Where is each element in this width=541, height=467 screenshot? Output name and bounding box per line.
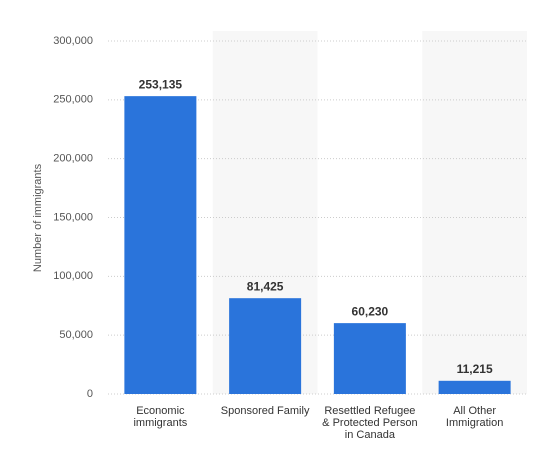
- y-tick-label: 250,000: [53, 94, 93, 106]
- bar: [229, 298, 302, 394]
- x-tick-label: All Other Immigration: [445, 405, 504, 429]
- y-tick-label: 100,000: [53, 270, 93, 282]
- x-tick-label: Economic immigrants: [133, 405, 188, 429]
- value-label: 253,135: [139, 77, 183, 91]
- value-label: 11,215: [457, 362, 493, 376]
- x-tick-label: Resettled Refugee & Protected Person in …: [322, 405, 418, 441]
- y-tick-label: 50,000: [59, 329, 93, 341]
- bar: [438, 380, 511, 394]
- bar: [333, 323, 406, 394]
- y-tick-label: 200,000: [53, 153, 93, 165]
- y-tick-label: 150,000: [53, 211, 93, 223]
- y-axis-title: Number of immigrants: [32, 163, 44, 272]
- x-tick-label: Sponsored Family: [220, 405, 310, 417]
- value-label: 81,425: [247, 279, 284, 293]
- bar: [124, 96, 197, 395]
- y-tick-label: 0: [87, 388, 93, 400]
- value-label: 60,230: [352, 304, 389, 318]
- band-background: [422, 31, 527, 394]
- y-tick-label: 300,000: [53, 35, 93, 47]
